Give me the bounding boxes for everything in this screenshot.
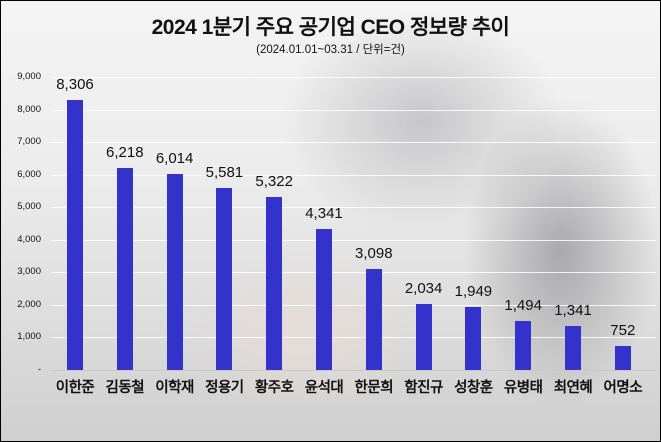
bar — [515, 321, 532, 370]
bar-value-label: 3,098 — [355, 245, 393, 263]
x-axis-category-label: 함진규 — [404, 380, 443, 396]
chart-subtitle: (2024.01.01~03.31 / 단위=건) — [256, 44, 405, 56]
gridline — [51, 174, 656, 176]
bar — [216, 188, 233, 370]
x-axis-category-label: 윤석대 — [304, 380, 344, 396]
y-axis-tick: 7,000 — [17, 136, 41, 148]
x-axis-category-label: 한문희 — [354, 380, 394, 396]
bar-value-label: 6,014 — [155, 150, 194, 168]
y-axis-tick: 4,000 — [17, 233, 41, 245]
bar — [67, 99, 83, 370]
chart-title: 2024 1분기 주요 공기업 CEO 정보량 추이 — [151, 16, 510, 39]
bar — [166, 174, 183, 370]
bar-value-label: 6,218 — [106, 143, 144, 161]
x-axis-category-label: 어명소 — [603, 380, 643, 396]
y-axis-tick: 3,000 — [17, 266, 41, 278]
bar — [365, 269, 382, 370]
gridline — [51, 207, 656, 209]
y-axis-tick: 1,000 — [17, 331, 41, 343]
y-axis-tick: 8,000 — [17, 103, 41, 115]
x-axis-line — [51, 370, 656, 371]
bar — [465, 306, 482, 370]
gridline — [51, 239, 656, 241]
bar — [316, 228, 332, 370]
y-axis-tick: 6,000 — [17, 168, 41, 180]
y-axis-tick: 5,000 — [17, 201, 41, 213]
bar-value-label: 4,341 — [305, 204, 343, 222]
y-axis-tick: - — [37, 364, 41, 375]
gridline — [51, 109, 656, 111]
x-axis-category-label: 이학재 — [155, 380, 194, 396]
bar-value-label: 1,494 — [504, 297, 542, 315]
bar-value-label: 5,322 — [255, 172, 293, 190]
x-axis-category-label: 이한준 — [55, 380, 95, 396]
y-axis-tick: 9,000 — [17, 71, 41, 82]
bar-value-label: 1,949 — [454, 282, 493, 300]
y-axis-tick: 2,000 — [17, 298, 41, 310]
x-axis-category-label: 최연혜 — [553, 380, 593, 396]
bar-value-label: 5,581 — [205, 164, 244, 182]
x-axis-category-label: 김동철 — [105, 380, 145, 396]
x-axis-category-label: 정용기 — [205, 380, 244, 396]
bar — [415, 303, 432, 370]
gridline — [51, 304, 656, 306]
bar-value-label: 2,034 — [404, 279, 443, 297]
bar — [116, 167, 133, 370]
gridline — [51, 272, 656, 274]
bar — [565, 326, 581, 370]
bar-value-label: 8,306 — [56, 75, 94, 93]
x-axis-category-label: 유병태 — [503, 380, 543, 396]
bar — [614, 345, 631, 370]
gridline — [51, 337, 656, 339]
gridline — [51, 142, 656, 144]
x-axis-category-label: 황주호 — [254, 380, 294, 396]
bar-value-label: 1,341 — [554, 302, 592, 320]
x-axis-category-label: 성창훈 — [454, 380, 493, 396]
bar-value-label: 752 — [610, 321, 636, 339]
gridline — [51, 77, 656, 78]
bar — [266, 196, 283, 370]
